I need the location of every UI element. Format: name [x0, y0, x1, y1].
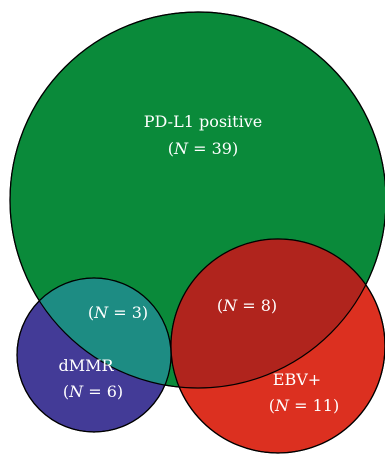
pdl1-ebv-count-label: (N = 8): [217, 296, 277, 315]
pdl1-dmmr-count-label: (N = 3): [88, 303, 148, 322]
dmmr-count-label: (N = 6): [63, 382, 123, 401]
ebv-count-label: (N = 11): [269, 396, 339, 415]
pdl1-name-label: PD-L1 positive: [144, 112, 262, 131]
pdl1-ebv-overlap: [171, 239, 385, 388]
pdl1-dmmr-overlap: [17, 278, 171, 388]
dmmr-name-label: dMMR: [58, 356, 114, 375]
circle-outlines: [9, 11, 385, 454]
ebv-name-label: EBV+: [273, 370, 321, 389]
pdl1-count-label: (N = 39): [168, 139, 238, 158]
